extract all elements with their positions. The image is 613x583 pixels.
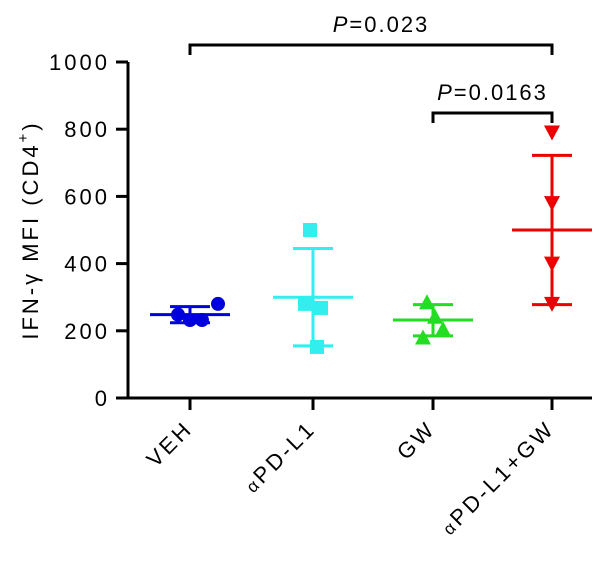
x-tick-label: αPD-L1 bbox=[239, 416, 320, 497]
y-axis-title-main: IFN-γ MFI (CD4 bbox=[18, 142, 43, 339]
data-point bbox=[195, 313, 209, 328]
group-1 bbox=[273, 223, 353, 354]
data-point bbox=[310, 339, 324, 354]
group-3 bbox=[512, 125, 592, 312]
data-point bbox=[544, 256, 560, 272]
significance-bracket-0: P=0.023 bbox=[188, 12, 554, 55]
data-point bbox=[435, 321, 451, 337]
p-value-label: P=0.0163 bbox=[437, 80, 548, 105]
y-tick-label: 800 bbox=[64, 117, 110, 142]
x-tick-label-text: PD-L1 bbox=[248, 416, 320, 488]
data-point bbox=[211, 296, 225, 311]
data-point bbox=[427, 308, 443, 324]
y-tick-label: 0 bbox=[95, 386, 110, 411]
x-tick-label: VEH bbox=[141, 416, 197, 472]
p-value-text: =0.023 bbox=[349, 12, 429, 37]
y-axis-title: IFN-γ MFI (CD4+) bbox=[15, 120, 43, 339]
y-tick-label: 400 bbox=[64, 252, 110, 277]
y-tick-label: 200 bbox=[64, 319, 110, 344]
x-tick-label-text: PD-L1+GW bbox=[445, 416, 560, 531]
data-point bbox=[303, 223, 317, 237]
data-marks bbox=[150, 125, 592, 354]
bracket-line bbox=[188, 43, 554, 55]
data-point bbox=[314, 300, 328, 315]
data-point bbox=[183, 313, 197, 328]
y-tick-label: 600 bbox=[64, 184, 110, 209]
group-0 bbox=[150, 296, 230, 328]
p-value-symbol: P bbox=[333, 12, 350, 37]
y-tick-label: 1000 bbox=[49, 50, 110, 75]
p-value-symbol: P bbox=[437, 80, 454, 105]
data-point bbox=[544, 196, 560, 212]
group-2 bbox=[393, 294, 473, 345]
y-axis-title-superscript: + bbox=[15, 131, 32, 143]
data-point bbox=[415, 329, 431, 345]
data-point bbox=[298, 296, 312, 311]
p-value-label: P=0.023 bbox=[333, 12, 430, 37]
data-point bbox=[544, 296, 560, 312]
significance-bracket-1: P=0.0163 bbox=[431, 80, 554, 123]
data-point bbox=[171, 307, 185, 322]
bracket-line bbox=[431, 111, 554, 123]
x-tick-label: GW bbox=[392, 416, 441, 465]
y-axis-title-close: ) bbox=[18, 120, 43, 130]
data-point bbox=[419, 294, 435, 310]
x-tick-label-text: VEH bbox=[141, 416, 197, 472]
data-point bbox=[544, 125, 560, 141]
x-tick-label: αPD-L1+GW bbox=[436, 416, 560, 540]
p-value-text: =0.0163 bbox=[454, 80, 548, 105]
x-tick-label-text: GW bbox=[392, 416, 441, 465]
